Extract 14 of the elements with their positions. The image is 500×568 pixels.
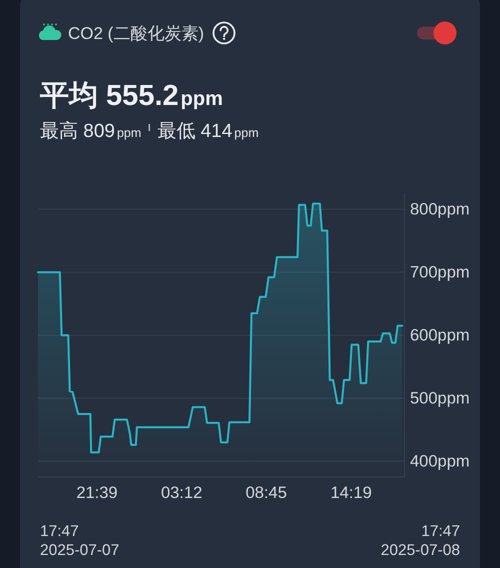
y-tick-label: 400ppm (410, 452, 470, 470)
y-tick-label: 600ppm (410, 326, 470, 344)
x-tick-label: 08:45 (246, 484, 287, 502)
text: 最低 414ppm (157, 121, 259, 142)
text: 17:47 2025-07-07 (40, 523, 120, 559)
x-tick-label: 03:12 (160, 484, 202, 502)
chart-title: CO2 (二酸化炭素) (68, 24, 204, 43)
y-tick-label: 800ppm (410, 200, 470, 218)
y-tick-label: 700ppm (410, 263, 470, 282)
text: 17:47 2025-07-08 (380, 523, 460, 559)
chart-subtitle: 平均 555.2ppm (39, 80, 223, 112)
x-tick-label: 14:19 (330, 484, 372, 502)
y-tick-label: 500ppm (410, 389, 470, 408)
x-tick-label: 21:39 (76, 484, 118, 502)
